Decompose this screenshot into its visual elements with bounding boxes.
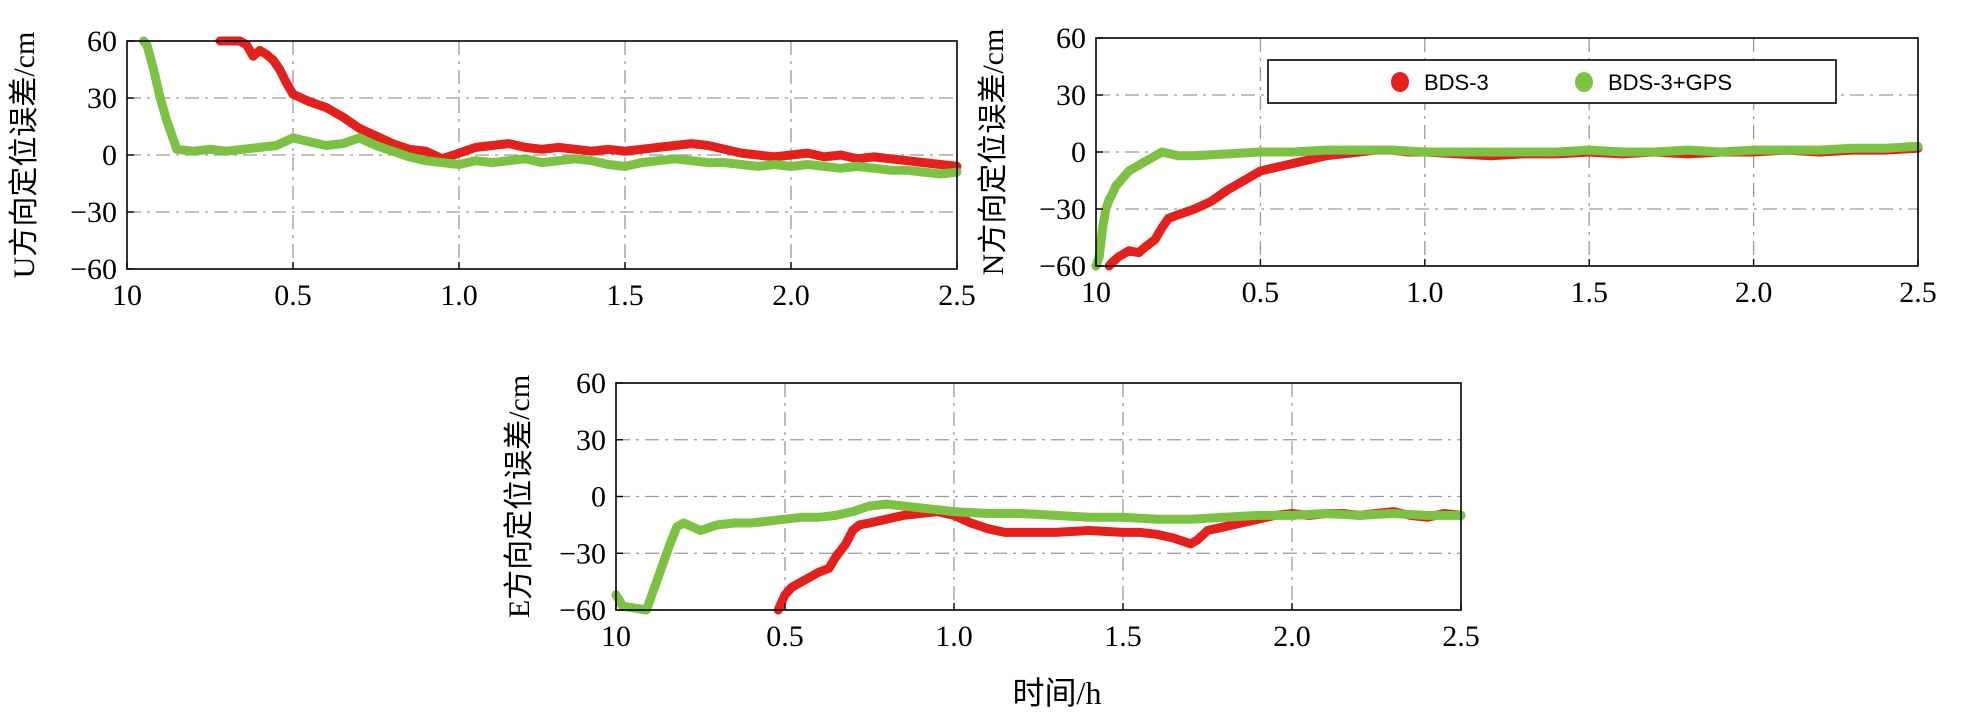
legend: BDS-3 BDS-3+GPS <box>1267 59 1837 104</box>
x-tick-label: 2.5 <box>1442 620 1480 653</box>
x-tick-label: 2.5 <box>1899 276 1937 309</box>
series-bds-3-gps-line <box>611 499 1466 615</box>
series-bds-3-gps-line <box>1091 141 1923 271</box>
panel-e: 10 0.5 1.0 1.5 2.0 2.5 60 30 0 −30 −60 E方向定位误差/cm <box>503 367 1480 653</box>
y-tick-label: 0 <box>591 481 606 514</box>
x-tick-label: 2.0 <box>1735 276 1773 309</box>
y-tick-label: 60 <box>576 367 606 400</box>
y-tick-label: 60 <box>87 25 117 58</box>
x-tick-label: 0.5 <box>1242 276 1280 309</box>
legend-marker-bds-3 <box>1391 72 1409 92</box>
series-bds-3-line <box>773 507 1466 615</box>
x-tick-label: 1.5 <box>1104 620 1142 653</box>
x-tick-label: 1.0 <box>1406 276 1444 309</box>
x-tick-label: 10 <box>601 620 631 653</box>
x-tick-label: 1.5 <box>1570 276 1608 309</box>
y-tick-label: −30 <box>70 196 117 229</box>
y-tick-label: 0 <box>1071 136 1086 169</box>
panel-u: 10 0.5 1.0 1.5 2.0 2.5 60 30 0 −30 −60 U方向定位误差/cm <box>8 25 976 312</box>
y-tick-label: 60 <box>1056 22 1086 55</box>
legend-label-bds-3-gps: BDS-3+GPS <box>1608 70 1732 95</box>
x-tick-label: 0.5 <box>274 279 312 312</box>
y-axis-title: N方向定位误差/cm <box>977 29 1010 276</box>
legend-box <box>1267 59 1837 104</box>
x-tick-label: 10 <box>112 279 142 312</box>
y-axis-title: E方向定位误差/cm <box>503 375 536 618</box>
legend-label-bds-3: BDS-3 <box>1424 70 1489 95</box>
y-tick-label: 30 <box>576 424 606 457</box>
x-tick-label: 2.5 <box>938 279 976 312</box>
y-tick-label: 30 <box>1056 79 1086 112</box>
x-tick-label: 1.0 <box>440 279 478 312</box>
series-bds-3-line <box>1104 143 1923 271</box>
x-tick-label: 1.5 <box>606 279 644 312</box>
y-axis-title: U方向定位误差/cm <box>8 32 41 279</box>
x-tick-label: 2.0 <box>772 279 810 312</box>
x-tick-label: 0.5 <box>766 620 804 653</box>
x-tick-label: 1.0 <box>935 620 973 653</box>
y-tick-label: −60 <box>1039 250 1086 283</box>
y-tick-label: 0 <box>102 139 117 172</box>
y-tick-label: 30 <box>87 82 117 115</box>
y-tick-label: −60 <box>70 253 117 286</box>
y-tick-label: −30 <box>1039 193 1086 226</box>
y-tick-label: −60 <box>559 594 606 627</box>
x-tick-label: 2.0 <box>1273 620 1311 653</box>
y-tick-label: −30 <box>559 537 606 570</box>
legend-marker-bds-3-gps <box>1575 72 1593 92</box>
series-bds-3-gps-line <box>139 36 962 179</box>
x-tick-label: 10 <box>1081 276 1111 309</box>
series-bds-3-line <box>215 36 962 171</box>
x-axis-title: 时间/h <box>1012 675 1102 711</box>
